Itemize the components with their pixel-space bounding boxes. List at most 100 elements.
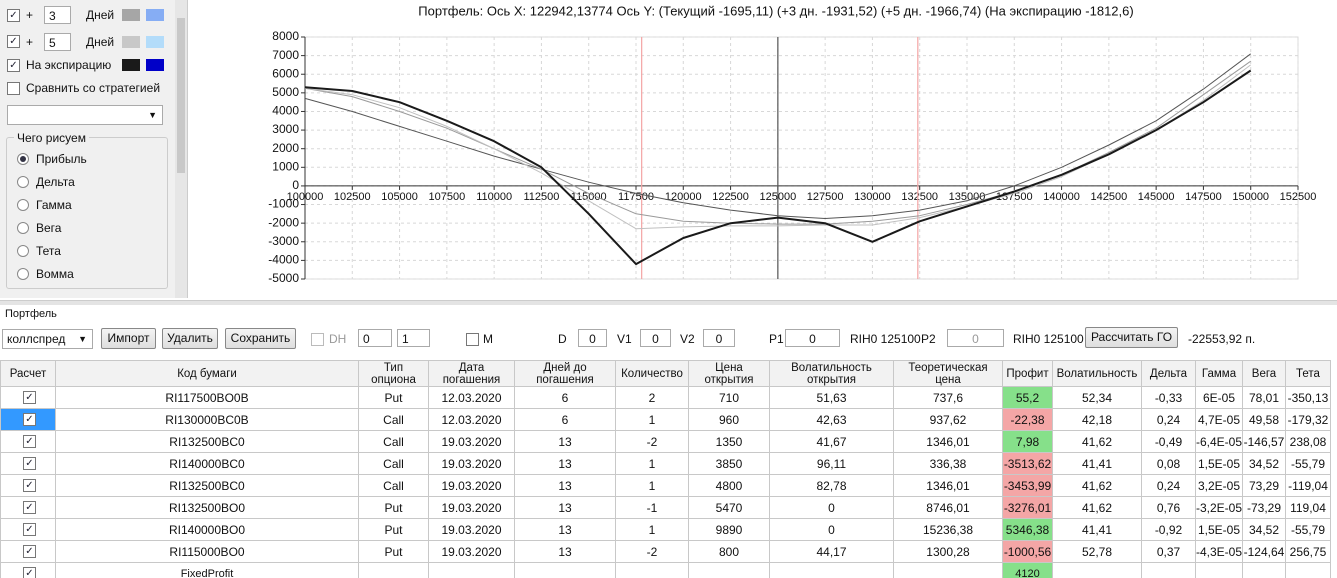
button[interactable]: Импорт (101, 328, 156, 349)
radio[interactable] (17, 176, 29, 188)
splitter[interactable] (0, 300, 1337, 305)
table-row[interactable]: RI140000BO0Put19.03.20201319890015236,38… (0, 518, 1331, 541)
calc-cell[interactable] (0, 562, 56, 578)
strategy-combo[interactable]: коллспред ▼ (2, 329, 93, 349)
color-swatch[interactable] (122, 59, 140, 71)
table-cell (1285, 562, 1331, 578)
table-cell: -55,79 (1285, 452, 1331, 475)
spinner[interactable]: 1 (397, 329, 430, 347)
checkbox[interactable] (23, 567, 36, 578)
column-header[interactable]: Профит (1002, 360, 1053, 387)
table-cell: -2 (615, 540, 689, 563)
table-row[interactable]: RI130000BC0BCall12.03.20206196042,63937,… (0, 408, 1331, 431)
table-cell: 19.03.2020 (428, 518, 515, 541)
checkbox[interactable] (23, 479, 36, 492)
y-tick-label: 7000 (272, 48, 299, 62)
checkbox[interactable] (7, 9, 20, 22)
column-header[interactable]: Волатильность (1052, 360, 1142, 387)
column-header[interactable]: Дата погашения (428, 360, 515, 387)
color-swatch[interactable] (146, 36, 164, 48)
table-row[interactable]: RI132500BO0Put19.03.202013-1547008746,01… (0, 496, 1331, 519)
calc-cell[interactable] (0, 386, 56, 409)
color-swatch[interactable] (146, 9, 164, 21)
color-swatch[interactable] (122, 9, 140, 21)
input[interactable]: 0 (785, 329, 840, 347)
column-header[interactable]: Волатильность открытия (769, 360, 894, 387)
column-header[interactable]: Тета (1285, 360, 1331, 387)
checkbox[interactable] (23, 391, 36, 404)
calc-cell[interactable] (0, 540, 56, 563)
column-header[interactable]: Вега (1242, 360, 1286, 387)
table-cell: -3276,01 (1002, 496, 1053, 519)
scrollbar[interactable] (175, 0, 187, 298)
checkbox[interactable] (7, 82, 20, 95)
table-cell: 6E-05 (1195, 386, 1243, 409)
checkbox[interactable] (7, 35, 20, 48)
label: D (558, 332, 567, 346)
color-swatch[interactable] (146, 59, 164, 71)
table-cell: 1300,28 (893, 540, 1003, 563)
days-input[interactable]: 5 (44, 33, 71, 51)
table-cell: 12.03.2020 (428, 408, 515, 431)
calc-cell[interactable] (0, 408, 56, 431)
strategy-dropdown[interactable]: ▼ (7, 105, 163, 125)
column-header[interactable]: Тип опциона (358, 360, 429, 387)
table-cell: -3513,62 (1002, 452, 1053, 475)
input[interactable]: 0 (947, 329, 1004, 347)
button[interactable]: Сохранить (225, 328, 296, 349)
checkbox[interactable] (466, 333, 479, 346)
checkbox[interactable] (23, 545, 36, 558)
table-row[interactable]: RI140000BC0Call19.03.2020131385096,11336… (0, 452, 1331, 475)
radio[interactable] (17, 153, 29, 165)
table-cell: 0 (769, 496, 894, 519)
button[interactable]: Рассчитать ГО (1085, 327, 1178, 348)
column-header[interactable]: Количество (615, 360, 689, 387)
radio[interactable] (17, 268, 29, 280)
table-cell: 41,41 (1052, 452, 1142, 475)
button[interactable]: Удалить (162, 328, 218, 349)
column-header[interactable]: Код бумаги (55, 360, 359, 387)
table-row[interactable]: RI132500BC0Call19.03.202013-2135041,6713… (0, 430, 1331, 453)
checkbox[interactable] (23, 435, 36, 448)
column-header[interactable]: Дельта (1141, 360, 1196, 387)
spinner[interactable]: 0 (358, 329, 392, 347)
calc-cell[interactable] (0, 496, 56, 519)
table-cell: Call (358, 474, 429, 497)
table-cell (1242, 562, 1286, 578)
table-row[interactable]: FixedProfit 4120 (0, 562, 1331, 578)
table-row[interactable]: RI115000BO0Put19.03.202013-280044,171300… (0, 540, 1331, 563)
calc-cell[interactable] (0, 518, 56, 541)
radio[interactable] (17, 245, 29, 257)
days-input[interactable]: 3 (44, 6, 71, 24)
calc-cell[interactable] (0, 474, 56, 497)
column-header[interactable]: Дней до погашения (514, 360, 616, 387)
color-swatch[interactable] (122, 36, 140, 48)
input[interactable]: 0 (703, 329, 735, 347)
column-header[interactable]: Цена открытия (688, 360, 770, 387)
column-header[interactable]: Гамма (1195, 360, 1243, 387)
radio[interactable] (17, 199, 29, 211)
calc-cell[interactable] (0, 430, 56, 453)
x-tick-label: 135000 (949, 191, 986, 203)
checkbox[interactable] (7, 59, 20, 72)
checkbox[interactable] (311, 333, 324, 346)
y-tick-label: -2000 (268, 215, 299, 229)
table-cell: 34,52 (1242, 518, 1286, 541)
table-cell: 42,18 (1052, 408, 1142, 431)
table-cell: 13 (514, 518, 616, 541)
checkbox[interactable] (23, 457, 36, 470)
table-cell: Call (358, 430, 429, 453)
checkbox[interactable] (23, 523, 36, 536)
calc-cell[interactable] (0, 452, 56, 475)
table-row[interactable]: RI132500BC0Call19.03.2020131480082,78134… (0, 474, 1331, 497)
input[interactable]: 0 (578, 329, 607, 347)
table-cell: 4800 (688, 474, 770, 497)
table-cell: Put (358, 496, 429, 519)
column-header[interactable]: Теоретическая цена (893, 360, 1003, 387)
radio[interactable] (17, 222, 29, 234)
input[interactable]: 0 (640, 329, 671, 347)
checkbox[interactable] (23, 501, 36, 514)
checkbox[interactable] (23, 413, 36, 426)
table-row[interactable]: RI117500BO0BPut12.03.20206271051,63737,6… (0, 386, 1331, 409)
column-header[interactable]: Расчет (0, 360, 56, 387)
